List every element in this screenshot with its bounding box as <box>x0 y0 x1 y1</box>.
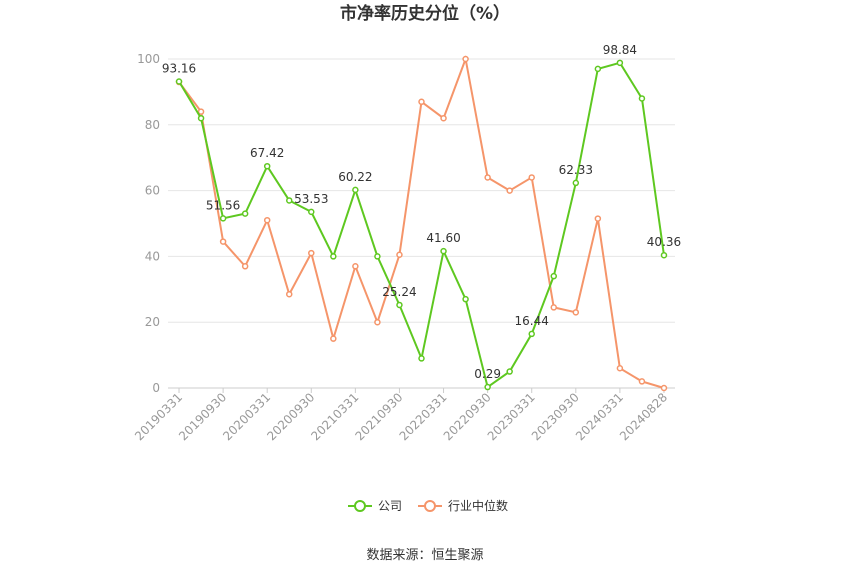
data-label: 41.60 <box>426 231 460 245</box>
data-label: 16.44 <box>515 314 549 328</box>
y-tick-label: 60 <box>145 184 160 198</box>
y-tick-label: 100 <box>137 52 160 66</box>
data-label: 0.29 <box>474 367 501 381</box>
data-point <box>241 210 249 217</box>
chart-title: 市净率历史分位（%） <box>340 3 510 24</box>
data-point <box>241 263 249 270</box>
data-label: 62.33 <box>559 163 593 177</box>
data-point <box>374 318 381 326</box>
legend-label[interactable]: 公司 <box>378 499 402 513</box>
data-point <box>330 335 337 342</box>
data-source: 数据来源：恒生聚源 <box>366 548 483 563</box>
data-point <box>616 59 624 67</box>
data-label: 25.24 <box>382 285 416 299</box>
legend-label[interactable]: 行业中位数 <box>448 498 508 513</box>
y-tick-label: 20 <box>145 315 160 329</box>
data-point <box>484 174 491 181</box>
data-point <box>528 330 535 338</box>
data-point <box>550 304 558 311</box>
data-label: 40.36 <box>647 235 681 249</box>
legend[interactable]: 公司 行业中位数 <box>348 498 508 513</box>
y-tick-label: 0 <box>152 381 160 395</box>
data-point <box>418 355 425 362</box>
data-point <box>219 215 227 222</box>
data-point <box>440 114 447 122</box>
data-point <box>572 179 580 187</box>
data-point <box>572 309 580 316</box>
data-labels: 93.16 51.56 67.42 53.53 60.22 25.24 41.60 0.29 1… <box>162 43 681 381</box>
data-point <box>308 249 315 257</box>
data-point <box>263 162 271 170</box>
data-point <box>594 65 602 73</box>
data-point <box>374 253 381 260</box>
data-label: 53.53 <box>294 192 328 206</box>
data-point <box>308 208 315 216</box>
legend-swatch-marker[interactable] <box>424 500 436 512</box>
data-point <box>352 263 359 270</box>
data-label: 60.22 <box>338 170 372 184</box>
data-point <box>197 108 205 115</box>
data-point <box>660 251 668 259</box>
data-point <box>638 95 646 102</box>
data-point <box>616 365 624 372</box>
y-axis-ticks: 0 20 40 60 80 100 <box>137 52 160 395</box>
series-line <box>178 61 665 389</box>
y-tick-label: 40 <box>145 249 160 263</box>
data-point <box>418 98 425 106</box>
data-label: 51.56 <box>206 198 240 212</box>
data-point <box>440 247 447 255</box>
data-point <box>396 251 403 259</box>
data-point <box>352 186 359 194</box>
data-point <box>197 114 205 122</box>
x-axis: 2019033120190930202003312020093020210331… <box>132 388 670 443</box>
data-point <box>263 216 271 224</box>
data-label: 67.42 <box>250 146 284 160</box>
data-point <box>285 290 293 298</box>
x-tick-label: 20240828 <box>617 390 670 443</box>
legend-swatch-marker[interactable] <box>354 500 366 512</box>
data-point <box>660 384 668 392</box>
data-point <box>462 55 469 63</box>
data-point <box>506 368 513 375</box>
y-tick-label: 80 <box>145 118 160 132</box>
data-point <box>330 253 337 260</box>
series-layer <box>175 55 668 392</box>
grid <box>168 58 675 389</box>
data-point <box>285 197 293 204</box>
data-point <box>462 295 469 303</box>
data-point <box>528 174 535 181</box>
data-point <box>638 378 646 385</box>
data-point <box>550 272 558 280</box>
data-point <box>484 383 491 391</box>
data-point <box>506 187 513 194</box>
data-point <box>175 78 183 85</box>
data-label: 93.16 <box>162 62 196 76</box>
data-label: 98.84 <box>603 43 637 57</box>
data-point <box>594 215 602 222</box>
data-point <box>219 238 227 245</box>
data-point <box>396 301 403 309</box>
